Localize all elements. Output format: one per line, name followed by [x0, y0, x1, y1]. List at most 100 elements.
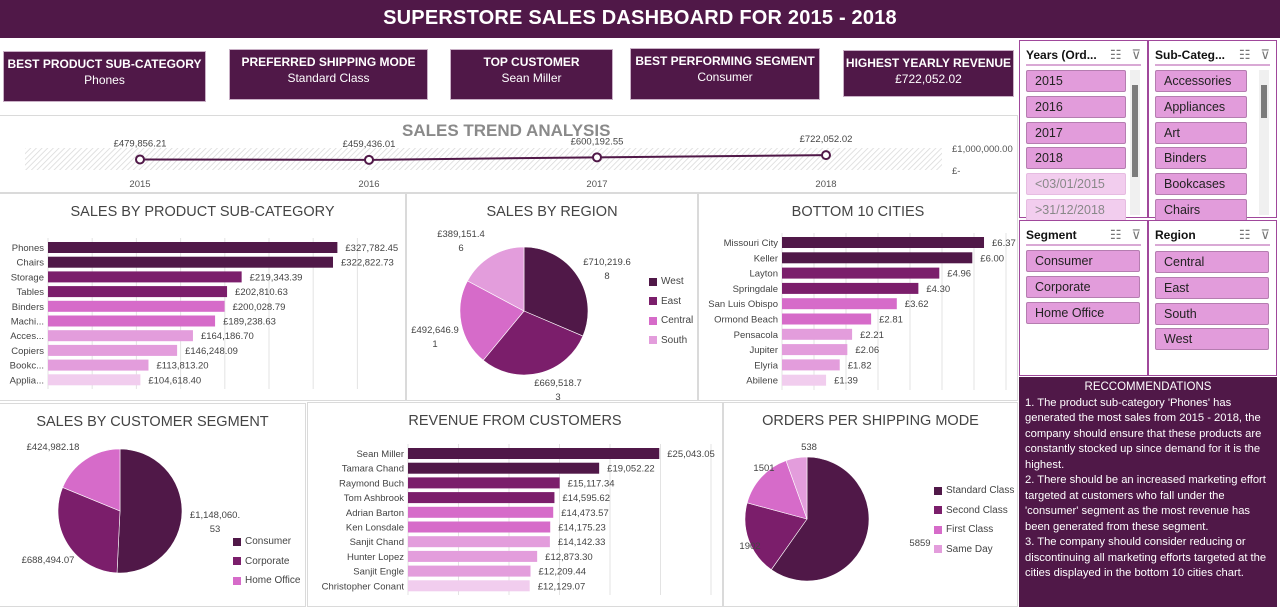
legend-item: Same Day	[934, 540, 1014, 560]
bar	[782, 328, 853, 340]
pie-slice	[57, 487, 121, 574]
slicer-item[interactable]: South	[1155, 302, 1269, 325]
customers-bar-chart: Sean Miller £25,043.05 Tamara Chand £19,052…	[322, 444, 715, 595]
bar	[782, 252, 973, 264]
data-label: 1501	[753, 463, 774, 474]
data-label: 1902	[739, 541, 760, 552]
multiselect-icon[interactable]: ☷	[1238, 227, 1251, 242]
kpi-label: BEST PERFORMING SEGMENT	[635, 54, 815, 68]
bar	[48, 286, 228, 298]
slicer-item[interactable]: Chairs	[1155, 199, 1247, 221]
slicer-header: Segment ☷ ⊽	[1026, 226, 1141, 246]
legend-item: West	[649, 272, 693, 292]
scrollbar[interactable]	[1259, 70, 1269, 215]
shipping-pie-chart: 5859 1902 1501 538	[739, 442, 931, 582]
data-label: £14,595.62	[562, 493, 610, 504]
slicer-item[interactable]: <03/01/2015	[1026, 173, 1126, 196]
chart-title: SALES BY REGION	[486, 204, 618, 220]
kpi-value: Phones	[84, 73, 125, 87]
pie-slice	[62, 448, 121, 512]
data-label: £6.00	[980, 253, 1004, 264]
data-label: 8	[604, 271, 609, 282]
slicer-item[interactable]: Corporate	[1026, 275, 1140, 298]
clear-filter-icon[interactable]: ⊽	[1131, 227, 1141, 242]
scrollbar-thumb[interactable]	[1261, 85, 1267, 118]
slicer-item[interactable]: Art	[1155, 121, 1247, 144]
slicer-title: Sub-Categ...	[1155, 48, 1226, 62]
data-label: £14,175.23	[558, 523, 606, 534]
data-label: £200,028.79	[233, 302, 286, 313]
category-label: Springdale	[733, 284, 778, 295]
data-label: 53	[210, 524, 221, 535]
bar	[408, 550, 538, 562]
customers-chart-panel: REVENUE FROM CUSTOMERS Sean Miller £25,04…	[307, 402, 723, 607]
slicer-item[interactable]: Home Office	[1026, 301, 1140, 324]
data-label: £202,810.63	[235, 287, 288, 298]
legend-item: Corporate	[233, 552, 300, 572]
scrollbar-thumb[interactable]	[1132, 85, 1138, 177]
slicer-item[interactable]: West	[1155, 328, 1269, 351]
data-label: £600,192.55	[571, 136, 624, 147]
data-label: £688,494.07	[22, 555, 75, 566]
category-label: Copiers	[11, 346, 44, 357]
multiselect-icon[interactable]: ☷	[1238, 47, 1251, 62]
bar	[48, 256, 334, 268]
category-label: Abilene	[746, 376, 778, 387]
multiselect-icon[interactable]: ☷	[1109, 47, 1122, 62]
slicer-item[interactable]: 2017	[1026, 121, 1126, 144]
data-label: 6	[458, 243, 463, 254]
kpi-label: BEST PRODUCT SUB-CATEGORY	[7, 57, 202, 71]
segment-pie-chart: £1,148,060. 53 £688,494.07 £424,982.18	[22, 442, 240, 574]
chart-title: ORDERS PER SHIPPING MODE	[762, 413, 979, 429]
bar	[782, 237, 985, 248]
legend-label: Second Class	[946, 504, 1008, 516]
slicer-item[interactable]: Binders	[1155, 147, 1247, 170]
data-label: 3	[555, 392, 560, 402]
kpi-best-subcategory: BEST PRODUCT SUB-CATEGORY Phones	[3, 51, 206, 102]
data-label: £14,142.33	[558, 537, 606, 548]
slicer-item[interactable]: Accessories	[1155, 70, 1247, 92]
kpi-value: Consumer	[697, 70, 753, 84]
category-label: Binders	[12, 302, 44, 313]
data-label: £12,873.30	[545, 552, 593, 563]
bar	[408, 492, 555, 504]
data-label: £12,209.44	[539, 567, 587, 578]
data-label: £322,822.73	[341, 258, 394, 269]
legend-swatch	[233, 576, 241, 585]
slicer-item[interactable]: 2016	[1026, 95, 1126, 118]
slicer-item[interactable]: Bookcases	[1155, 173, 1247, 196]
slicer-header: Sub-Categ... ☷ ⊽	[1155, 46, 1270, 66]
data-label: £164,186.70	[201, 331, 254, 342]
slicer-item[interactable]: Central	[1155, 251, 1269, 273]
slicer-item[interactable]: 2015	[1026, 70, 1126, 92]
category-label: Layton	[749, 269, 778, 280]
category-label: Elyria	[754, 360, 778, 371]
scrollbar[interactable]	[1130, 70, 1140, 215]
multiselect-icon[interactable]: ☷	[1109, 227, 1122, 242]
x-tick-label: 2017	[586, 179, 607, 190]
category-label: Sanjit Chand	[350, 537, 404, 548]
data-label: £4.30	[926, 284, 950, 295]
bar	[782, 374, 827, 386]
data-label: 1	[432, 339, 437, 350]
category-label: Machi...	[11, 317, 44, 328]
slicer-item[interactable]: >31/12/2018	[1026, 199, 1126, 221]
slicer-item[interactable]: East	[1155, 276, 1269, 299]
data-label: £14,473.57	[561, 508, 609, 519]
data-label: £219,343.39	[250, 272, 303, 283]
clear-filter-icon[interactable]: ⊽	[1260, 47, 1270, 62]
bar	[48, 359, 149, 371]
clear-filter-icon[interactable]: ⊽	[1131, 47, 1141, 62]
slicer-item[interactable]: 2018	[1026, 147, 1126, 170]
legend-swatch	[649, 297, 657, 306]
clear-filter-icon[interactable]: ⊽	[1260, 227, 1270, 242]
slicer-title: Segment	[1026, 228, 1077, 242]
subcategory-slicer: Sub-Categ... ☷ ⊽ Accessories Appliances Art…	[1148, 40, 1277, 221]
data-label: £2.21	[860, 330, 884, 341]
legend-swatch	[233, 557, 241, 566]
slicer-item[interactable]: Consumer	[1026, 250, 1140, 272]
slicer-item[interactable]: Appliances	[1155, 95, 1247, 118]
segment-slicer: Segment ☷ ⊽ Consumer Corporate Home Office	[1019, 220, 1148, 376]
legend-item: South	[649, 331, 693, 351]
category-label: San Luis Obispo	[708, 299, 778, 310]
